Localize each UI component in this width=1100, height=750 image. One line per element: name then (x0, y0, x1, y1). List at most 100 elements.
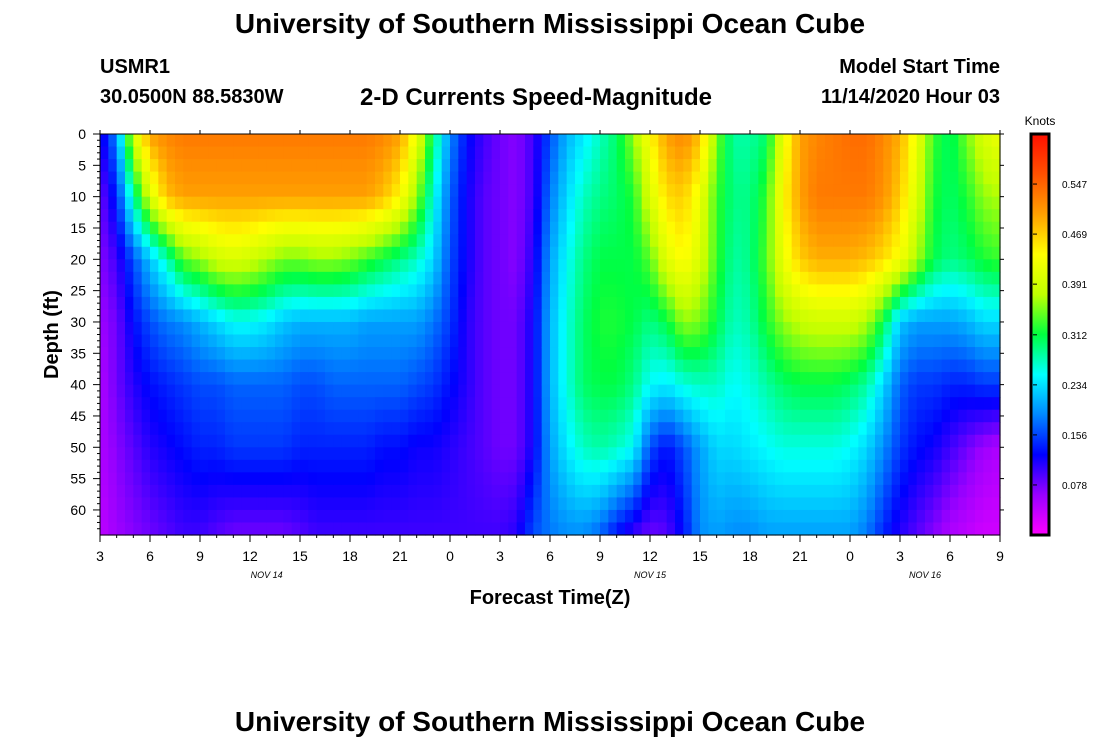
heatmap-cell (416, 284, 426, 298)
heatmap-cell (941, 246, 951, 260)
heatmap-cell (416, 372, 426, 386)
heatmap-cell (433, 209, 443, 223)
heatmap-cell (283, 359, 293, 373)
heatmap-cell (750, 171, 759, 185)
heatmap-cell (616, 296, 626, 311)
heatmap-cell (850, 146, 859, 160)
heatmap-cell (650, 309, 659, 323)
heatmap-cell (208, 334, 218, 348)
heatmap-cell (158, 221, 168, 235)
heatmap-cell (700, 209, 709, 223)
y-tick-label: 5 (78, 157, 86, 173)
heatmap-cell (758, 234, 768, 248)
heatmap-cell (808, 484, 818, 499)
heatmap-cell (250, 321, 259, 336)
heatmap-cell (600, 284, 609, 298)
heatmap-cell (908, 321, 918, 336)
heatmap-cell (625, 384, 634, 398)
heatmap-cell (883, 397, 893, 411)
heatmap-cell (783, 459, 793, 473)
heatmap-cell (283, 271, 293, 285)
heatmap-cell (775, 397, 784, 411)
heatmap-cell (941, 171, 951, 185)
heatmap-cell (166, 422, 176, 436)
heatmap-cell (958, 196, 968, 210)
heatmap-cell (558, 522, 568, 536)
heatmap-cell (791, 347, 801, 361)
heatmap-cell (866, 296, 876, 311)
heatmap-cell (525, 196, 534, 210)
heatmap-cell (950, 159, 959, 173)
heatmap-cell (375, 522, 384, 536)
heatmap-cell (716, 321, 726, 336)
heatmap-cell (950, 309, 959, 323)
heatmap-cell (133, 497, 143, 511)
heatmap-cell (275, 296, 284, 311)
heatmap-cell (675, 209, 684, 223)
heatmap-cell (775, 459, 784, 473)
heatmap-cell (666, 409, 676, 423)
heatmap-cell (100, 459, 109, 473)
heatmap-cell (783, 359, 793, 373)
heatmap-cell (133, 234, 143, 248)
heatmap-cell (858, 146, 868, 160)
heatmap-cell (966, 184, 976, 198)
heatmap-cell (608, 397, 618, 411)
heatmap-cell (425, 196, 434, 210)
heatmap-cell (291, 359, 301, 373)
heatmap-cell (216, 196, 226, 210)
heatmap-cell (358, 434, 368, 448)
heatmap-cell (650, 447, 659, 461)
heatmap-cell (441, 171, 451, 185)
heatmap-cell (350, 296, 359, 311)
heatmap-cell (141, 459, 151, 473)
heatmap-cell (733, 359, 743, 373)
heatmap-cell (116, 409, 126, 423)
heatmap-cell (925, 472, 934, 486)
heatmap-cell (616, 309, 626, 323)
heatmap-cell (266, 146, 276, 160)
heatmap-cell (558, 234, 568, 248)
heatmap-cell (375, 359, 384, 373)
heatmap-cell (166, 459, 176, 473)
heatmap-cell (425, 359, 434, 373)
heatmap-cell (908, 409, 918, 423)
heatmap-cell (400, 296, 409, 311)
heatmap-cell (983, 184, 993, 198)
heatmap-cell (125, 397, 134, 411)
heatmap-cell (116, 271, 126, 285)
heatmap-cell (341, 334, 351, 348)
heatmap-cell (225, 184, 234, 198)
heatmap-cell (700, 372, 709, 386)
heatmap-cell (250, 259, 259, 273)
heatmap-cell (516, 359, 526, 373)
heatmap-cell (583, 146, 593, 160)
heatmap-cell (925, 309, 934, 323)
heatmap-cell (966, 359, 976, 373)
heatmap-cell (600, 321, 609, 336)
heatmap-cell (475, 384, 484, 398)
heatmap-cell (383, 409, 393, 423)
heatmap-cell (108, 522, 118, 536)
heatmap-cell (791, 384, 801, 398)
heatmap-cell (533, 472, 543, 486)
heatmap-cell (391, 234, 401, 248)
heatmap-cell (425, 184, 434, 198)
heatmap-cell (475, 334, 484, 348)
heatmap-cell (625, 372, 634, 386)
heatmap-cell (975, 146, 984, 160)
heatmap-cell (108, 196, 118, 210)
heatmap-cell (275, 459, 284, 473)
heatmap-cell (233, 522, 243, 536)
heatmap-cell (183, 447, 193, 461)
heatmap-cell (158, 309, 168, 323)
heatmap-cell (150, 234, 159, 248)
heatmap-cell (491, 209, 501, 223)
heatmap-cell (275, 184, 284, 198)
heatmap-cell (383, 509, 393, 524)
heatmap-cell (616, 347, 626, 361)
heatmap-cell (575, 209, 584, 223)
heatmap-cell (191, 284, 201, 298)
heatmap-cell (850, 321, 859, 336)
